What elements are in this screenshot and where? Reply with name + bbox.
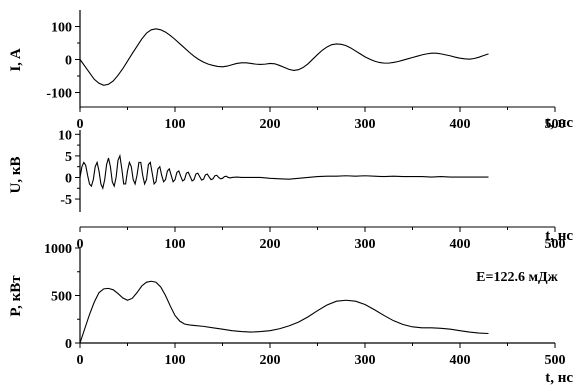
y-tick-label: 5 xyxy=(65,150,72,165)
y-axis-title: P, кВт xyxy=(8,275,24,317)
x-tick-label: 0 xyxy=(77,237,84,252)
series-line xyxy=(79,280,489,344)
x-tick-label: 400 xyxy=(450,237,471,252)
y-tick-label: 500 xyxy=(51,290,72,305)
x-axis-title: t, нс xyxy=(545,115,573,131)
x-tick-label: 500 xyxy=(545,237,566,252)
x-axis-title: t, нс xyxy=(545,228,573,244)
x-tick-label: 500 xyxy=(545,353,566,368)
x-tick-label: 300 xyxy=(355,117,376,132)
y-axis-title: I, A xyxy=(8,48,24,72)
y-tick-label: 0 xyxy=(65,171,72,186)
series-line xyxy=(79,28,489,86)
x-tick-label: 0 xyxy=(77,117,84,132)
x-tick-label: 300 xyxy=(355,237,376,252)
y-tick-label: 0 xyxy=(65,337,72,352)
x-tick-label: 200 xyxy=(260,353,281,368)
x-tick-label: 200 xyxy=(260,237,281,252)
x-tick-label: 100 xyxy=(165,353,186,368)
series-line xyxy=(79,153,489,191)
y-tick-label: 10 xyxy=(58,128,72,143)
energy-annotation: E=122.6 мДж xyxy=(476,270,558,285)
y-tick-label: -5 xyxy=(60,193,72,208)
y-tick-label: 100 xyxy=(51,21,72,36)
x-tick-label: 100 xyxy=(165,117,186,132)
x-tick-label: 200 xyxy=(260,117,281,132)
y-tick-label: 0 xyxy=(65,54,72,69)
x-tick-label: 400 xyxy=(450,117,471,132)
y-axis-title: U, кВ xyxy=(8,157,24,194)
x-tick-label: 0 xyxy=(77,353,84,368)
x-tick-label: 500 xyxy=(545,117,566,132)
y-tick-label: -100 xyxy=(46,87,72,102)
x-tick-label: 400 xyxy=(450,353,471,368)
panel-3: 1000 500 00 100 200 300 400 500 t, нс P, кВт E=122… xyxy=(8,242,573,386)
x-axis-title: t, нс xyxy=(545,370,573,386)
y-tick-label: 1000 xyxy=(44,242,72,257)
x-tick-label: 300 xyxy=(355,353,376,368)
x-tick-label: 100 xyxy=(165,237,186,252)
